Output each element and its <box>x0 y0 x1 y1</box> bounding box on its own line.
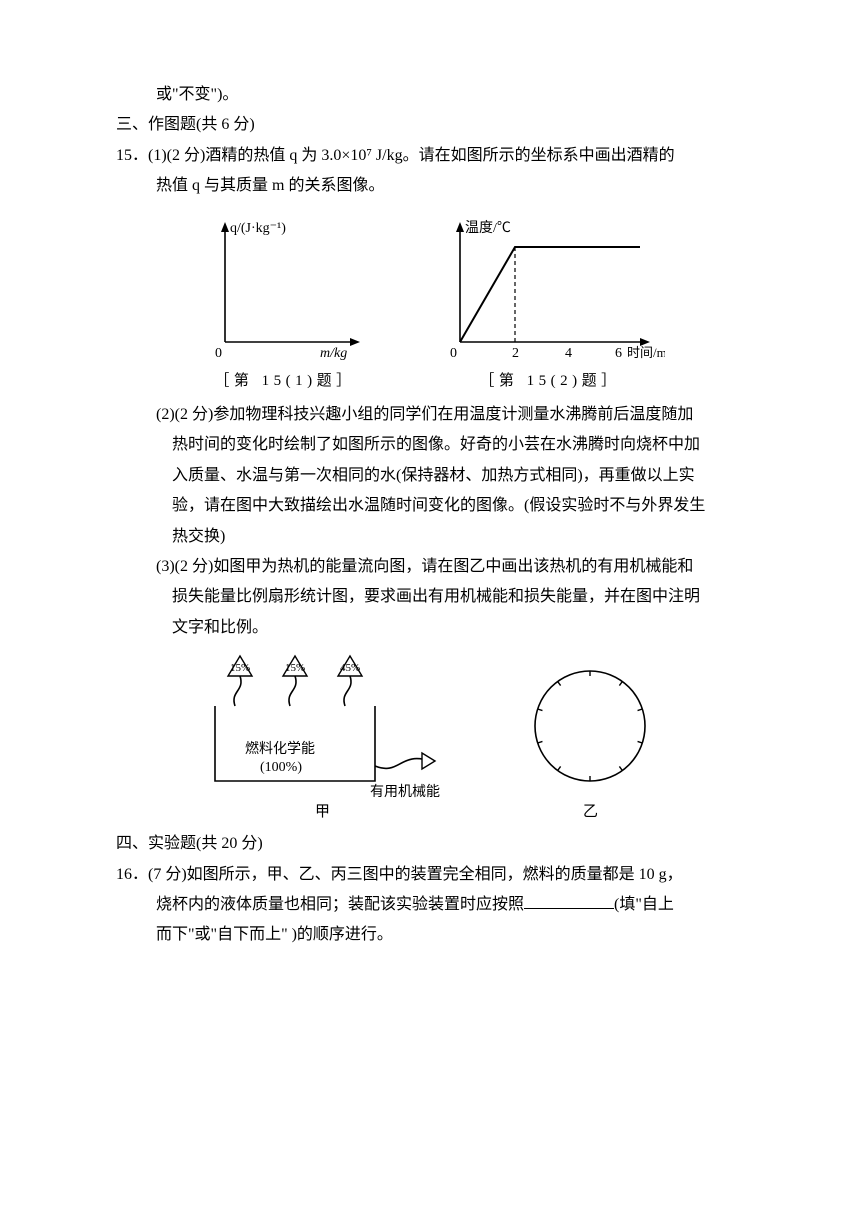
percent-3: 45% <box>340 662 360 674</box>
origin-15-1: 0 <box>215 346 222 361</box>
q15-part2-line2: 热时间的变化时绘制了如图所示的图像。好奇的小芸在水沸腾时向烧杯中加 <box>100 430 760 460</box>
ylabel-15-1: q/(J·kg⁻¹) <box>230 221 286 236</box>
pie-blank: 乙 <box>520 651 660 821</box>
chart-15-2: 温度/℃ 0 2 4 6 时间/min <box>435 212 665 362</box>
percent-1: 15% <box>230 662 250 674</box>
q15-part2-line5: 热交换) <box>100 522 760 552</box>
q16-line2-pre: 烧杯内的液体质量也相同；装配该实验装置时应按照 <box>156 896 524 913</box>
svg-text:4: 4 <box>565 346 572 361</box>
figures-row-15: q/(J·kg⁻¹) 0 m/kg ［第 15(1)题］ 温度/℃ 0 2 4 … <box>100 212 760 396</box>
figure-15-2: 温度/℃ 0 2 4 6 时间/min ［第 15(2)题］ <box>435 212 665 396</box>
q15-part3-line1: (3)(2 分)如图甲为热机的能量流向图，请在图乙中画出该热机的有用机械能和 <box>100 552 760 582</box>
q16-line1: 16．(7 分)如图所示，甲、乙、丙三图中的装置完全相同，燃料的质量都是 10 … <box>116 860 760 890</box>
box-label-2: (100%) <box>260 760 302 775</box>
origin-15-2: 0 <box>450 346 457 361</box>
q15-part1-line2: 热值 q 与其质量 m 的关系图像。 <box>100 171 760 201</box>
q16-line3: 而下"或"自下而上" )的顺序进行。 <box>100 920 760 950</box>
svg-text:6: 6 <box>615 346 622 361</box>
q15-part3-line2: 损失能量比例扇形统计图，要求画出有用机械能和损失能量，并在图中注明 <box>100 582 760 612</box>
q15-part1-line1: 15．(1)(2 分)酒精的热值 q 为 3.0×10⁷ J/kg。请在如图所示… <box>116 141 760 171</box>
q16-line2-post: (填"自上 <box>614 896 674 913</box>
caption-15-1: ［第 15(1)题］ <box>214 367 355 396</box>
xlabel-15-1: m/kg <box>320 346 347 361</box>
q15-part2-line3: 入质量、水温与第一次相同的水(保持器材、加热方式相同)，再重做以上实 <box>100 461 760 491</box>
percent-2: 15% <box>285 662 305 674</box>
box-label-1: 燃料化学能 <box>245 740 315 757</box>
figure-15-1: q/(J·kg⁻¹) 0 m/kg ［第 15(1)题］ <box>195 212 375 396</box>
section-4-heading: 四、实验题(共 20 分) <box>116 829 760 859</box>
q15-part2-line1: (2)(2 分)参加物理科技兴趣小组的同学们在用温度计测量水沸腾前后温度随加 <box>100 400 760 430</box>
q15-part2-line4: 验，请在图中大致描绘出水温随时间变化的图像。(假设实验时不与外界发生 <box>100 491 760 521</box>
section-3-heading: 三、作图题(共 6 分) <box>116 110 760 140</box>
caption-15-2: ［第 15(2)题］ <box>479 367 620 396</box>
fill-blank <box>524 890 614 909</box>
caption-yi: 乙 <box>583 804 598 820</box>
arrow-label: 有用机械能 <box>370 784 440 800</box>
chart-15-1: q/(J·kg⁻¹) 0 m/kg <box>195 212 375 362</box>
q15-part3-line3: 文字和比例。 <box>100 613 760 643</box>
flow-diagram: 燃料化学能 (100%) 15% 15% 45% 有用机械能 甲 <box>200 651 460 821</box>
diagram-15-3: 燃料化学能 (100%) 15% 15% 45% 有用机械能 甲 乙 <box>100 651 760 821</box>
caption-jia: 甲 <box>315 804 330 820</box>
xlabel-15-2: 时间/min <box>627 345 665 360</box>
ylabel-15-2: 温度/℃ <box>465 220 511 236</box>
svg-text:2: 2 <box>512 346 519 361</box>
q16-line2: 烧杯内的液体质量也相同；装配该实验装置时应按照 (填"自上 <box>100 890 760 920</box>
fragment-line: 或"不变")。 <box>100 80 760 110</box>
